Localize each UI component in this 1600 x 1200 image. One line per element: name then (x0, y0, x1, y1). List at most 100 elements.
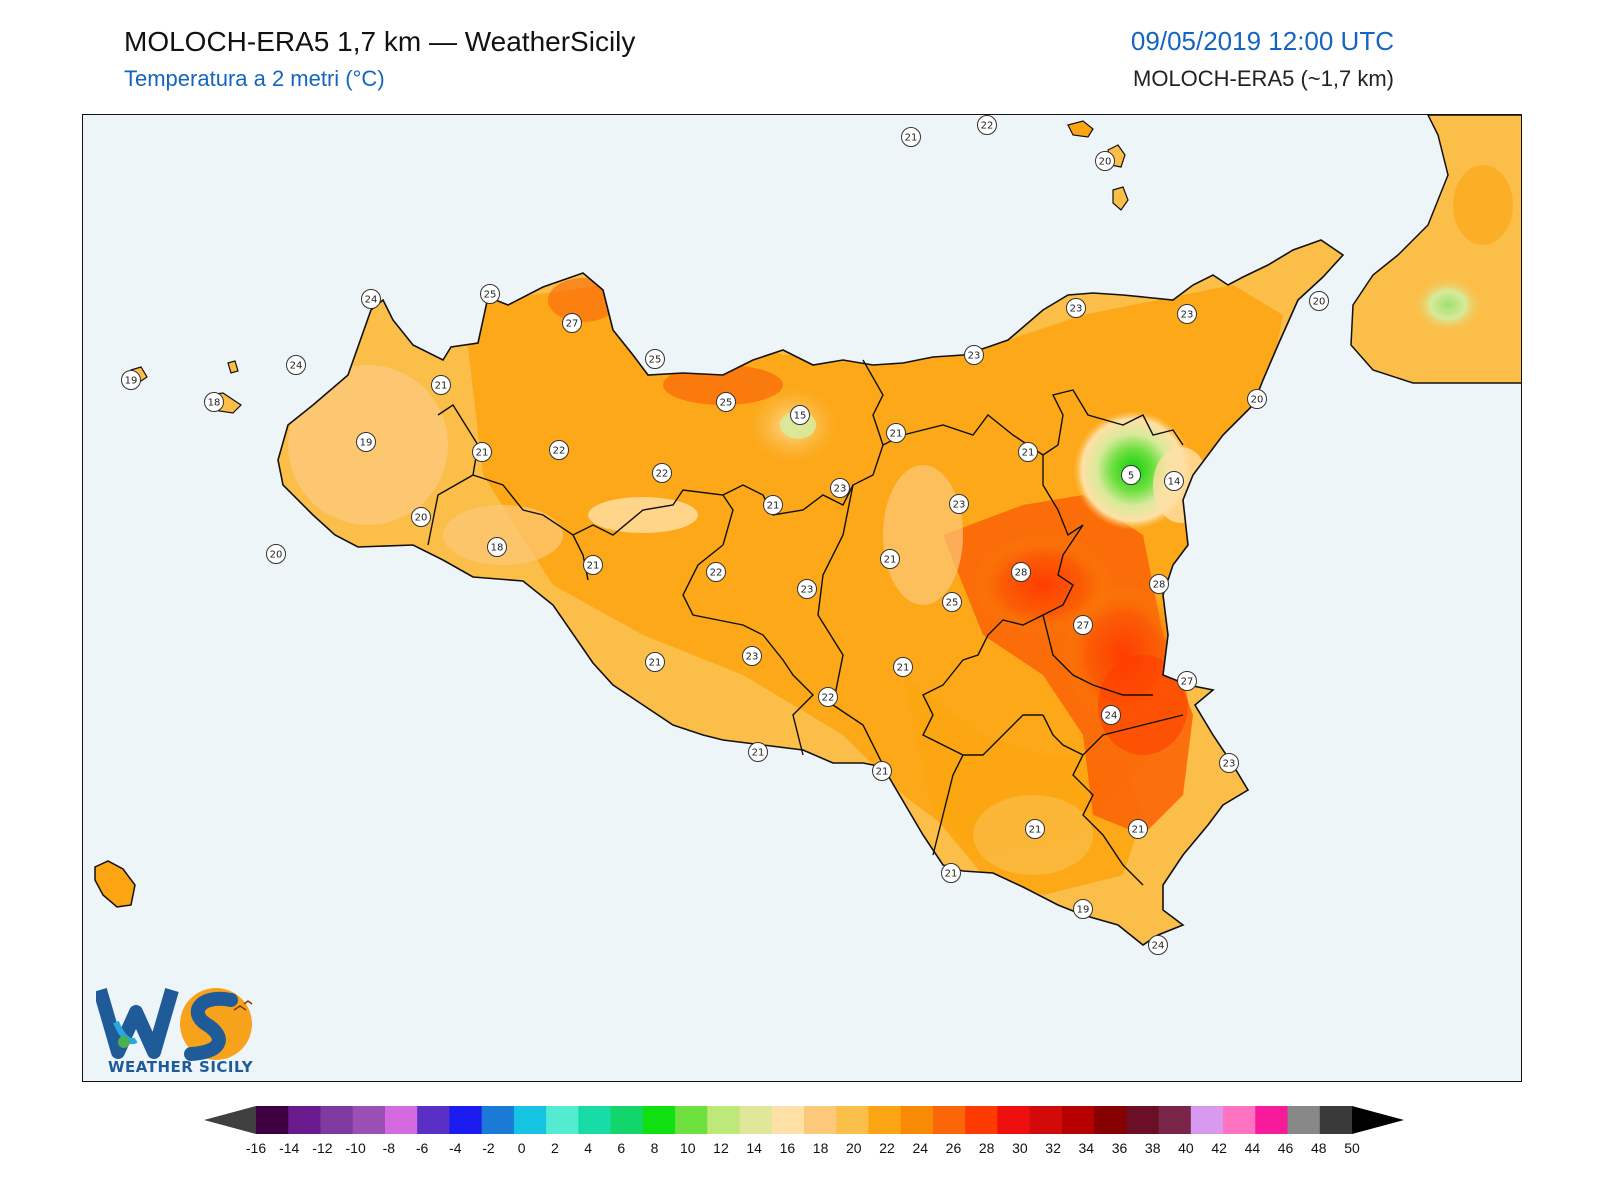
station-marker-circle (949, 494, 969, 514)
station-value: 23 (1070, 304, 1083, 315)
station-value: 25 (484, 290, 497, 301)
station-marker-circle (472, 442, 492, 462)
station-value: 24 (365, 295, 378, 306)
colorbar-swatch (1255, 1106, 1289, 1134)
station-marker: 20 (266, 544, 286, 564)
station-marker: 21 (893, 657, 913, 677)
station-value: 25 (946, 598, 959, 609)
colorbar-swatch (546, 1106, 579, 1134)
weathersicily-logo (96, 988, 253, 1061)
station-value: 25 (649, 355, 662, 366)
station-marker-circle (1101, 705, 1121, 725)
station-marker-circle (1247, 389, 1267, 409)
colorbar-tick-label: -16 (245, 1140, 267, 1156)
station-marker-circle (1177, 304, 1197, 324)
station-marker: 28 (1011, 562, 1031, 582)
station-marker-circle (1121, 465, 1141, 485)
station-value: 22 (553, 446, 566, 457)
station-value: 28 (1153, 580, 1166, 591)
colorbar-swatch (578, 1106, 612, 1134)
colorbar-swatch (836, 1106, 869, 1134)
station-value: 20 (1313, 297, 1326, 308)
station-value: 15 (794, 411, 807, 422)
station-marker: 21 (941, 863, 961, 883)
colorbar-swatch (1287, 1106, 1321, 1134)
station-value: 21 (1029, 825, 1042, 836)
station-value: 24 (1152, 941, 1165, 952)
colorbar-swatch (449, 1106, 483, 1134)
station-marker: 21 (886, 423, 906, 443)
colorbar-swatch (1319, 1106, 1353, 1134)
station-marker-circle (1177, 671, 1197, 691)
station-value: 18 (208, 398, 221, 409)
station-marker-circle (562, 313, 582, 333)
station-value: 19 (125, 376, 138, 387)
station-marker: 21 (1018, 442, 1038, 462)
colorbar-swatch (1126, 1106, 1160, 1134)
station-marker: 21 (472, 442, 492, 462)
station-marker-circle (1073, 615, 1093, 635)
colorbar-tick-label: 42 (1211, 1140, 1227, 1156)
map-canvas: 21 22 20 24 25 27 23 23 20 19 18 24 21 25 23 20 19 21 22 25… (83, 115, 1521, 1081)
station-marker: 20 (1247, 389, 1267, 409)
colorbar-tick-label: 28 (978, 1140, 995, 1156)
station-marker-circle (1149, 574, 1169, 594)
colorbar-tick-label: -4 (449, 1140, 462, 1156)
station-marker: 21 (645, 652, 665, 672)
station-marker-circle (1018, 442, 1038, 462)
colorbar-tick-label: 34 (1078, 1140, 1095, 1156)
station-marker-circle (121, 370, 141, 390)
station-marker-circle (1066, 298, 1086, 318)
station-marker: 27 (1073, 615, 1093, 635)
station-value: 22 (981, 121, 994, 132)
colorbar-swatch (1223, 1106, 1256, 1134)
colorbar-tick-label: -10 (345, 1140, 366, 1156)
station-marker-circle (1219, 753, 1239, 773)
station-marker: 19 (121, 370, 141, 390)
colorbar-tick-label: -6 (415, 1140, 429, 1156)
station-marker-circle (706, 562, 726, 582)
station-marker-circle (797, 579, 817, 599)
colorbar-tick-label: 24 (912, 1140, 929, 1156)
colorbar-tick-label: 8 (650, 1140, 659, 1156)
station-marker-circle (1309, 291, 1329, 311)
colorbar-ticks: -16 -14 -12 -10 -8 -6 -4 -2 0 2 4 6 8 10 12 14 16 18 20 22 2… (0, 1140, 1600, 1160)
station-marker-circle (487, 537, 507, 557)
station-value: 19 (360, 438, 373, 449)
station-value: 21 (905, 133, 918, 144)
colorbar-under-arrow (204, 1106, 256, 1134)
station-value: 18 (491, 543, 504, 554)
station-marker: 22 (706, 562, 726, 582)
station-value: 23 (834, 484, 847, 495)
station-value: 21 (587, 561, 600, 572)
station-marker: 23 (830, 478, 850, 498)
station-marker-circle (716, 392, 736, 412)
colorbar-swatch (965, 1106, 998, 1134)
colorbar-tick-label: 10 (679, 1140, 696, 1156)
calabria-warm-area (1453, 165, 1513, 245)
station-value: 23 (1223, 759, 1236, 770)
station-marker-circle (880, 549, 900, 569)
station-marker: 19 (356, 432, 376, 452)
colorbar-tick-label: 2 (551, 1140, 559, 1156)
station-marker: 21 (901, 127, 921, 147)
station-marker: 25 (645, 349, 665, 369)
colorbar-tick-label: 46 (1277, 1140, 1294, 1156)
station-marker-circle (652, 463, 672, 483)
station-marker-circle (977, 115, 997, 135)
station-marker: 23 (964, 345, 984, 365)
station-value: 22 (656, 469, 669, 480)
station-value: 14 (1168, 477, 1181, 488)
station-marker: 27 (562, 313, 582, 333)
colorbar-over-arrow (1352, 1106, 1404, 1134)
station-marker-circle (893, 657, 913, 677)
colorbar-tick-label: 36 (1111, 1140, 1128, 1156)
colorbar-tick-label: 22 (879, 1140, 895, 1156)
colorbar-swatch (417, 1106, 450, 1134)
station-marker-circle (1148, 935, 1168, 955)
station-marker: 18 (487, 537, 507, 557)
station-marker: 24 (1148, 935, 1168, 955)
station-marker: 24 (1101, 705, 1121, 725)
forecast-datetime: 09/05/2019 12:00 UTC (1130, 26, 1394, 56)
colorbar-swatch (384, 1106, 418, 1134)
